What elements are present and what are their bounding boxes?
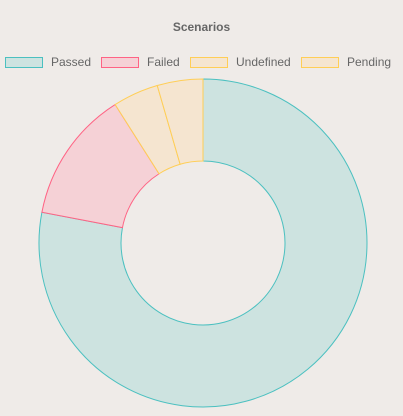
legend-item-pending[interactable]: Pending xyxy=(301,54,391,70)
legend-swatch-pending xyxy=(301,56,339,68)
legend-label-passed: Passed xyxy=(51,55,92,69)
chart-legend: Passed Failed Undefined Pending xyxy=(0,54,403,70)
legend-swatch-failed xyxy=(101,56,139,68)
legend-label-failed: Failed xyxy=(147,55,180,69)
chart-title: Scenarios xyxy=(172,20,231,34)
legend-item-failed[interactable]: Failed xyxy=(101,54,180,70)
legend-label-pending: Pending xyxy=(347,55,392,69)
legend-item-passed[interactable]: Passed xyxy=(5,54,91,70)
slice-pending[interactable] xyxy=(156,78,204,165)
slice-passed[interactable] xyxy=(38,78,368,408)
legend-item-undefined[interactable]: Undefined xyxy=(190,54,291,70)
legend-swatch-undefined xyxy=(190,56,228,68)
legend-swatch-passed xyxy=(5,56,43,68)
legend-label-undefined: Undefined xyxy=(236,55,291,69)
